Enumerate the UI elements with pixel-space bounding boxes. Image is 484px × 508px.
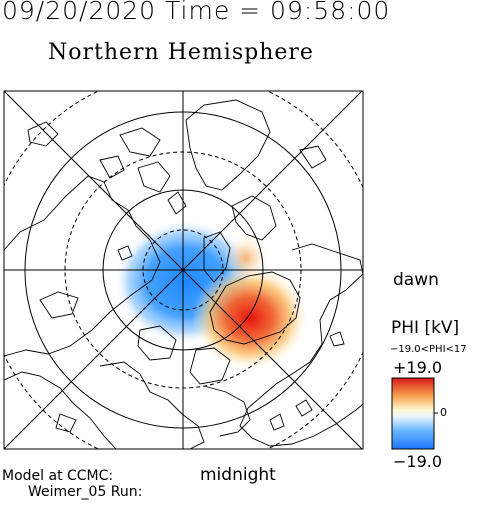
colorbar-range-text: −19.0<PHI<17 — [390, 344, 467, 355]
colorbar-title: PHI [kV] — [391, 318, 460, 338]
positive-potential-lobe — [224, 234, 268, 282]
run-label: Weimer_05 Run: — [28, 484, 143, 500]
meridian-lines — [4, 91, 363, 449]
colorbar-min-label: −19.0 — [393, 452, 443, 471]
model-label: Model at CCMC: — [2, 468, 114, 484]
positive-potential-cell — [192, 266, 308, 370]
time-title: 09/20/2020 Time = 09:58:00 — [2, 0, 391, 25]
midnight-label: midnight — [200, 465, 276, 485]
colorbar-zero-label: 0 — [440, 406, 447, 419]
coastlines — [4, 99, 363, 449]
hemisphere-title: Northern Hemisphere — [48, 40, 314, 65]
colorbar-max-label: +19.0 — [393, 358, 443, 377]
dawn-label: dawn — [393, 270, 439, 290]
colorbar — [391, 377, 435, 450]
